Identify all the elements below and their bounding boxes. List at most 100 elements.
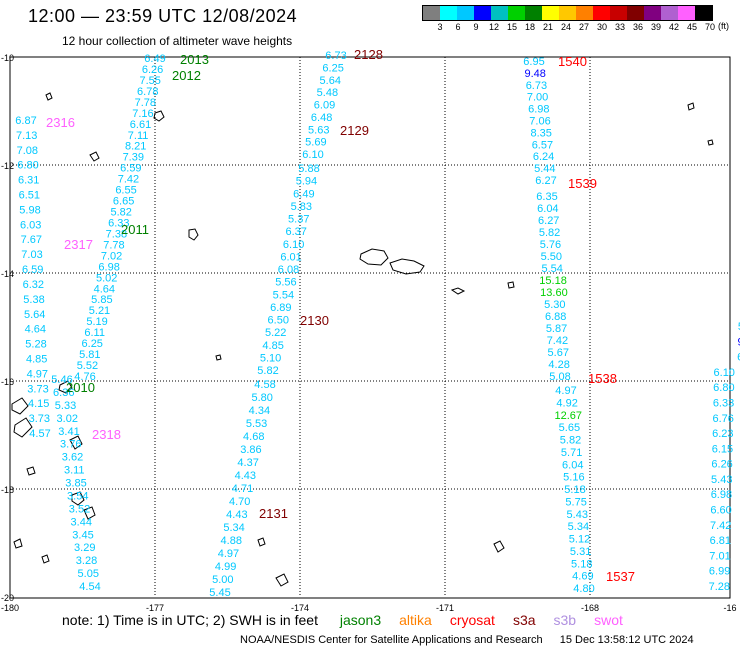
wave-height-value: 3.41 bbox=[58, 426, 79, 438]
track-id-label: 2129 bbox=[340, 123, 369, 138]
wave-height-value: 5.22 bbox=[265, 327, 286, 339]
wave-height-value: 5.71 bbox=[561, 447, 582, 459]
legend-tick-label: 15 bbox=[506, 22, 518, 32]
wave-height-value: 5.82 bbox=[560, 435, 581, 447]
wave-height-value: 5.43 bbox=[711, 474, 732, 486]
wave-height-value: 6.99 bbox=[709, 566, 730, 578]
wave-height-value: 5.37 bbox=[288, 214, 309, 226]
legend-tick-label: 24 bbox=[560, 22, 572, 32]
wave-height-value: 5.56 bbox=[275, 277, 296, 289]
wave-height-value: 6.59 bbox=[22, 264, 43, 276]
track-id-label: 1537 bbox=[606, 569, 635, 584]
track-id-label: 2012 bbox=[172, 68, 201, 83]
wave-height-value: 7.55 bbox=[139, 75, 160, 87]
island-fiji-2 bbox=[11, 397, 29, 415]
wave-height-value: 5.69 bbox=[305, 137, 326, 149]
track-id-label: 2318 bbox=[92, 427, 121, 442]
island-tonga-3 bbox=[275, 573, 289, 587]
wave-height-value: 6.04 bbox=[562, 459, 583, 471]
track-id-label: 2317 bbox=[64, 237, 93, 252]
wave-height-value: 6.59 bbox=[120, 163, 141, 175]
wave-height-value: 6.11 bbox=[84, 327, 105, 339]
wave-height-value: 6.10 bbox=[302, 149, 323, 161]
wave-height-value: 4.97 bbox=[27, 368, 48, 380]
wave-height-value: 6.33 bbox=[108, 217, 129, 229]
wave-height-value: 6.25 bbox=[82, 338, 103, 350]
wave-height-value: 5.34 bbox=[568, 521, 589, 533]
legend-tick-label: 30 bbox=[596, 22, 608, 32]
wave-height-value: 4.28 bbox=[548, 359, 569, 371]
wave-height-value: 4.85 bbox=[262, 340, 283, 352]
wave-height-value: 5.31 bbox=[570, 546, 591, 558]
wave-height-value: 12.67 bbox=[554, 410, 582, 422]
wave-height-value: 4.99 bbox=[215, 561, 236, 573]
legend-unit: (ft) bbox=[718, 21, 729, 31]
wave-height-value: 5.94 bbox=[296, 176, 317, 188]
island-islet-c bbox=[26, 466, 36, 476]
wave-height-value: 5.33 bbox=[55, 400, 76, 412]
legend-tick-label: 33 bbox=[614, 22, 626, 32]
wave-height-value: 3.29 bbox=[74, 542, 95, 554]
legend-swatch bbox=[440, 6, 457, 20]
wave-height-value: 6.10 bbox=[283, 239, 304, 251]
legend-tick-label: 6 bbox=[455, 22, 461, 32]
wave-height-value: 5.81 bbox=[79, 349, 100, 361]
wave-height-value: 6.60 bbox=[710, 505, 731, 517]
mission-cryosat: cryosat bbox=[449, 612, 495, 628]
wave-height-value: 5.05 bbox=[78, 568, 99, 580]
wave-height-value: 5.50 bbox=[541, 251, 562, 263]
grid-lines bbox=[10, 57, 730, 597]
wave-height-value: 6.50 bbox=[268, 315, 289, 327]
legend-swatch bbox=[644, 6, 661, 20]
wave-height-value: 6.55 bbox=[115, 185, 136, 197]
wave-height-value: 5.19 bbox=[86, 316, 107, 328]
island-islet-h bbox=[215, 354, 222, 361]
wave-height-value: 3.76 bbox=[60, 439, 81, 451]
track-id-label: 2130 bbox=[300, 313, 329, 328]
island-islet-a bbox=[45, 92, 53, 101]
wave-height-value: 6.36 bbox=[53, 387, 74, 399]
wave-height-value: 5.12 bbox=[569, 534, 590, 546]
island-niue bbox=[493, 540, 505, 553]
legend-tick-label: 70 bbox=[704, 22, 716, 32]
altimeter-tracks: 6.496.267.556.787.787.166.617.118.217.39… bbox=[15, 47, 740, 599]
wave-height-value: 8.35 bbox=[530, 127, 551, 139]
island-islet-j bbox=[707, 139, 714, 146]
footer-note: note: 1) Time is in UTC; 2) SWH is in fe… bbox=[62, 612, 623, 628]
wave-height-value: 5.10 bbox=[260, 352, 281, 364]
legend-swatch bbox=[559, 6, 576, 20]
wave-height-value: 7.39 bbox=[123, 152, 144, 164]
island-fiji-4 bbox=[69, 435, 83, 450]
y-tick-label: -14 bbox=[1, 269, 14, 279]
wave-height-value: 3.85 bbox=[65, 478, 86, 490]
mission-s3a: s3a bbox=[512, 612, 536, 628]
wave-height-value: 6.57 bbox=[532, 139, 553, 151]
track-id-label: 2013 bbox=[180, 52, 209, 67]
wave-height-value: 4.43 bbox=[235, 470, 256, 482]
wave-height-value: 5.82 bbox=[257, 365, 278, 377]
wave-height-value: 5.64 bbox=[320, 75, 341, 87]
legend-tick-label: 39 bbox=[650, 22, 662, 32]
wave-height-value: 5.82 bbox=[110, 207, 131, 219]
wave-height-value: 6.95 bbox=[523, 56, 544, 68]
legend-tick-label: 9 bbox=[473, 22, 479, 32]
legend-swatch bbox=[457, 6, 474, 20]
legend-tick-label: 42 bbox=[668, 22, 680, 32]
legend-swatch bbox=[508, 6, 525, 20]
wave-height-value: 3.45 bbox=[72, 529, 93, 541]
wave-height-value: 7.00 bbox=[527, 92, 548, 104]
wave-height-value: 5.98 bbox=[19, 204, 40, 216]
wave-height-value: 5.21 bbox=[89, 305, 110, 317]
wave-height-value: 5.38 bbox=[23, 294, 44, 306]
wave-height-value: 6.98 bbox=[711, 489, 732, 501]
wave-height-value: 7.78 bbox=[135, 97, 156, 109]
wave-height-value: 5.00 bbox=[212, 574, 233, 586]
island-upolu bbox=[389, 258, 425, 275]
wave-height-value: 4.92 bbox=[556, 397, 577, 409]
wave-height-value: 7.38 bbox=[106, 228, 127, 240]
wave-height-value: 3.54 bbox=[67, 490, 88, 502]
mission-swot: swot bbox=[594, 612, 623, 628]
wave-height-value: 3.86 bbox=[240, 444, 261, 456]
wave-height-value: 4.57 bbox=[29, 428, 50, 440]
